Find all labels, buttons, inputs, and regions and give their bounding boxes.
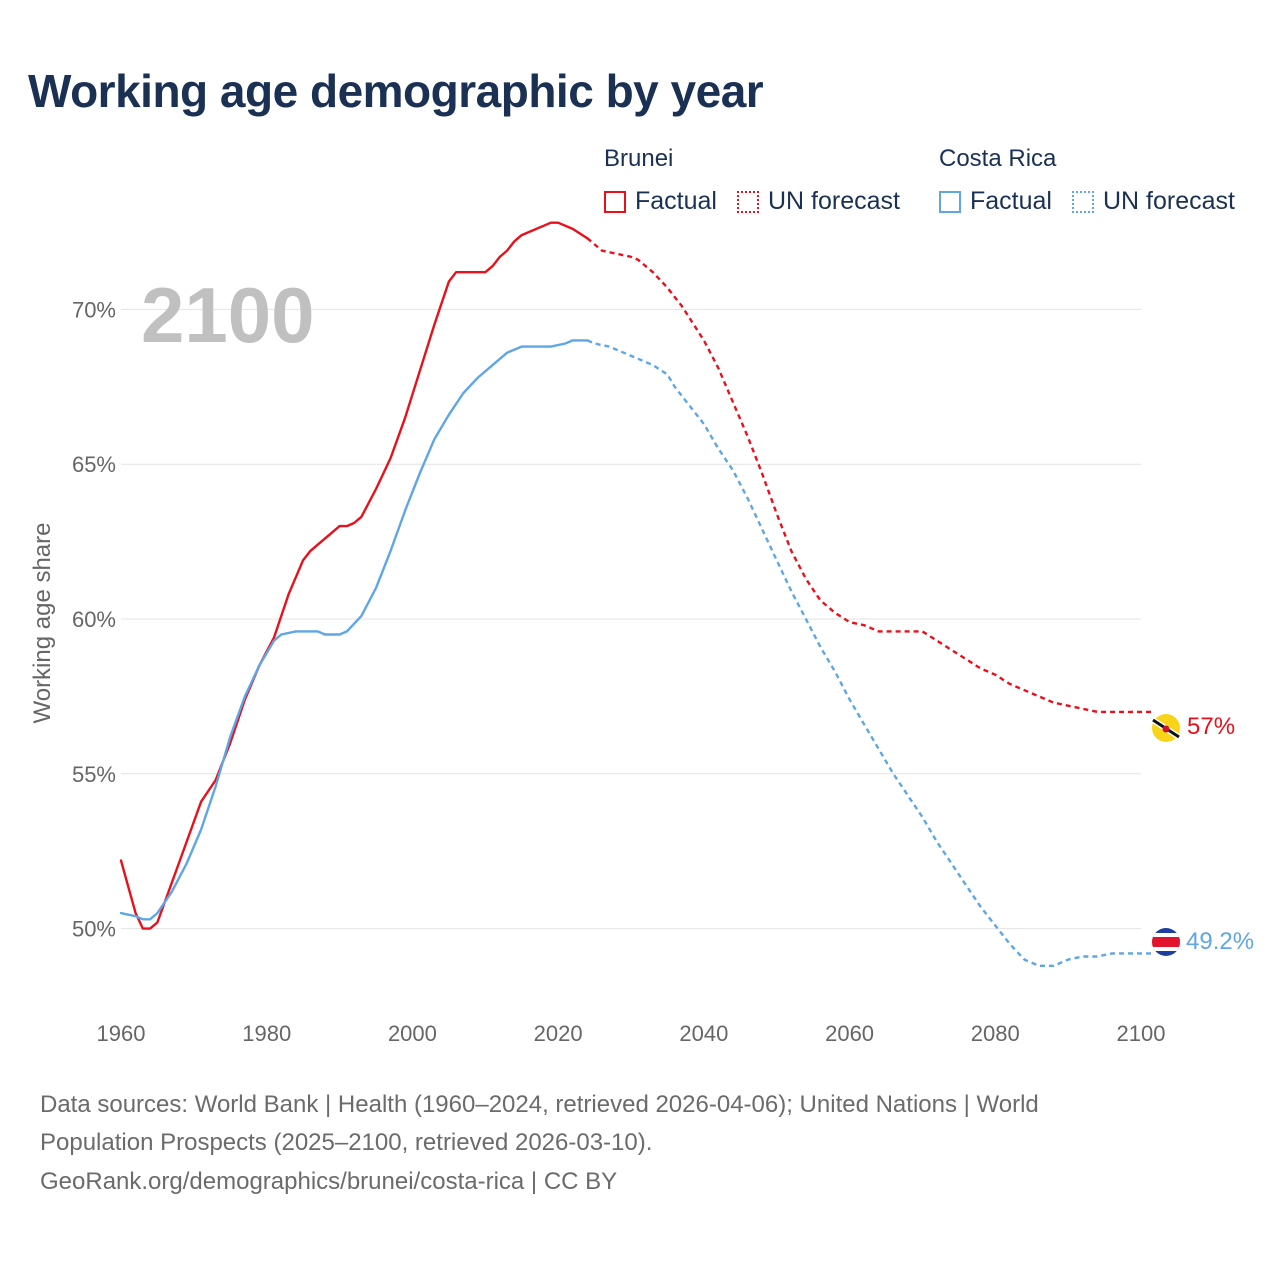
costa-rica-end-label: 49.2% <box>1186 928 1254 955</box>
brunei-factual-line <box>119 221 589 930</box>
footer-sources-line2: Population Prospects (2025–2100, retriev… <box>40 1129 653 1156</box>
grid <box>121 308 1141 930</box>
series <box>119 221 1152 967</box>
legend-label: Factual <box>635 187 717 215</box>
legend-solid-swatch <box>939 190 961 213</box>
legend-group-brunei: Brunei <box>604 145 674 172</box>
axes: 50% 55% 60% 65% 70% 1960 1980 2000 2020 2040 2060 2… <box>72 297 1166 1046</box>
legend-brunei-forecast[interactable]: UN forecast <box>737 187 900 216</box>
y-tick-label: 55% <box>72 762 116 787</box>
footer-credit[interactable]: GeoRank.org/demographics/brunei/costa-ri… <box>40 1168 618 1195</box>
y-tick-label: 65% <box>72 452 116 477</box>
legend-label: UN forecast <box>768 187 900 215</box>
x-tick-label: 2080 <box>971 1021 1020 1046</box>
brunei-flag-icon <box>1151 714 1181 742</box>
legend-solid-swatch <box>604 190 626 213</box>
legend-brunei-factual[interactable]: Factual <box>604 187 717 216</box>
x-tick-label: 2000 <box>388 1021 437 1046</box>
legend-group-costa-rica: Costa Rica <box>939 145 1057 172</box>
legend-costa-rica-factual[interactable]: Factual <box>939 187 1052 216</box>
x-tick-label: 2020 <box>534 1021 583 1046</box>
x-tick-label: 2040 <box>679 1021 728 1046</box>
costa-rica-forecast-line <box>586 339 1152 967</box>
chart-title: Working age demographic by year <box>28 65 764 117</box>
footer-sources-line1: Data sources: World Bank | Health (1960–… <box>40 1091 1039 1118</box>
costa-rica-flag-icon <box>1152 928 1180 956</box>
brunei-end-label: 57% <box>1187 713 1235 740</box>
y-tick-label: 70% <box>72 297 116 322</box>
y-tick-label: 60% <box>72 607 116 632</box>
legend-label: UN forecast <box>1103 187 1235 215</box>
legend-costa-rica-forecast[interactable]: UN forecast <box>1072 187 1235 216</box>
x-tick-label: 2100 <box>1117 1021 1166 1046</box>
x-tick-label: 2060 <box>825 1021 874 1046</box>
costa-rica-factual-line <box>119 339 589 921</box>
line-chart: 2100 50% 55% 60% 65% 70% 1960 1980 2000 2020 2040… <box>29 221 1254 1046</box>
legend-label: Factual <box>970 187 1052 215</box>
brunei-forecast-line <box>586 237 1152 714</box>
y-axis-title: Working age share <box>29 523 56 724</box>
legend-dotted-swatch <box>737 190 759 213</box>
x-tick-label: 1960 <box>97 1021 146 1046</box>
x-tick-label: 1980 <box>242 1021 291 1046</box>
year-watermark: 2100 <box>141 271 315 359</box>
legend-dotted-swatch <box>1072 190 1094 213</box>
y-tick-label: 50% <box>72 917 116 942</box>
